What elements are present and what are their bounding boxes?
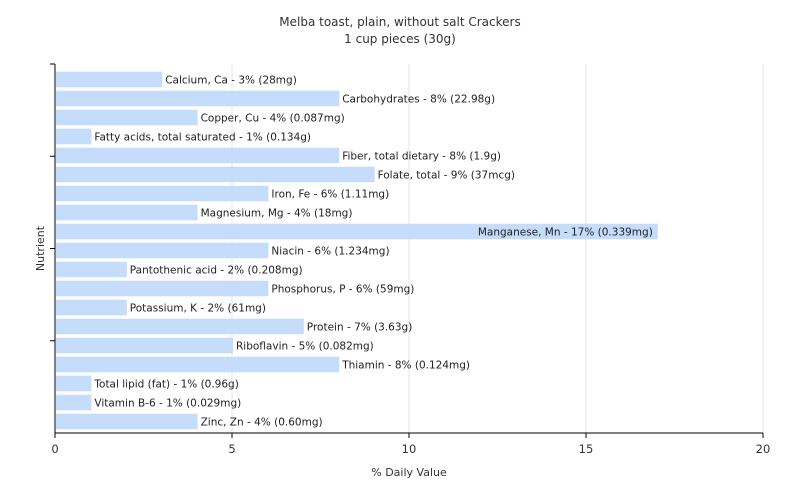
x-tick-label: 5	[228, 442, 235, 456]
bar-label: Copper, Cu - 4% (0.087mg)	[201, 113, 345, 125]
bar	[56, 337, 233, 354]
bar-label: Total lipid (fat) - 1% (0.96g)	[93, 379, 238, 391]
bar	[56, 280, 269, 297]
x-axis-label: % Daily Value	[371, 466, 447, 479]
bar-label: Calcium, Ca - 3% (28mg)	[165, 75, 297, 87]
bar-label: Niacin - 6% (1.234mg)	[271, 246, 389, 258]
bar	[56, 356, 340, 373]
bar	[56, 242, 269, 259]
bar-label: Vitamin B-6 - 1% (0.029mg)	[94, 398, 241, 410]
x-tick-label: 15	[579, 442, 594, 456]
bar	[56, 166, 375, 183]
x-tick-label: 20	[756, 442, 771, 456]
bar-label: Manganese, Mn - 17% (0.339mg)	[478, 227, 653, 239]
bar-label: Phosphorus, P - 6% (59mg)	[271, 284, 414, 296]
x-tick-label: 10	[402, 442, 417, 456]
bar	[56, 147, 340, 164]
bar-label: Fatty acids, total saturated - 1% (0.134…	[94, 132, 311, 144]
bar	[56, 375, 92, 392]
bar	[56, 299, 127, 316]
bar	[56, 128, 92, 145]
chart-subtitle: 1 cup pieces (30g)	[344, 32, 456, 46]
bar	[56, 413, 198, 430]
bar	[56, 223, 658, 240]
bar	[56, 261, 127, 278]
bar	[56, 204, 198, 221]
bar-label: Thiamin - 8% (0.124mg)	[341, 360, 470, 372]
y-axis-label: Nutrient	[34, 225, 47, 271]
bar-label: Potassium, K - 2% (61mg)	[130, 303, 266, 315]
bar-label: Folate, total - 9% (37mcg)	[378, 170, 515, 182]
bar	[56, 90, 340, 107]
bar	[56, 109, 198, 126]
bar-label: Carbohydrates - 8% (22.98g)	[342, 94, 495, 106]
axes: 0 5 10 15 20	[50, 63, 771, 456]
bar	[56, 71, 163, 88]
bar-label: Zinc, Zn - 4% (0.60mg)	[201, 417, 323, 429]
bar-label: Protein - 7% (3.63g)	[307, 322, 413, 334]
bar	[56, 185, 269, 202]
bar-label: Fiber, total dietary - 8% (1.9g)	[342, 151, 501, 163]
bar	[56, 394, 92, 411]
x-tick-label: 0	[51, 442, 58, 456]
bar	[56, 318, 304, 335]
bar-label: Iron, Fe - 6% (1.11mg)	[271, 189, 389, 201]
bars: Calcium, Ca - 3% (28mg) Carbohydrates - 8…	[56, 71, 658, 430]
chart-title: Melba toast, plain, without salt Cracker…	[279, 15, 521, 29]
bar-label: Riboflavin - 5% (0.082mg)	[236, 341, 374, 353]
bar-label: Magnesium, Mg - 4% (18mg)	[201, 208, 353, 220]
bar-label: Pantothenic acid - 2% (0.208mg)	[130, 265, 303, 277]
